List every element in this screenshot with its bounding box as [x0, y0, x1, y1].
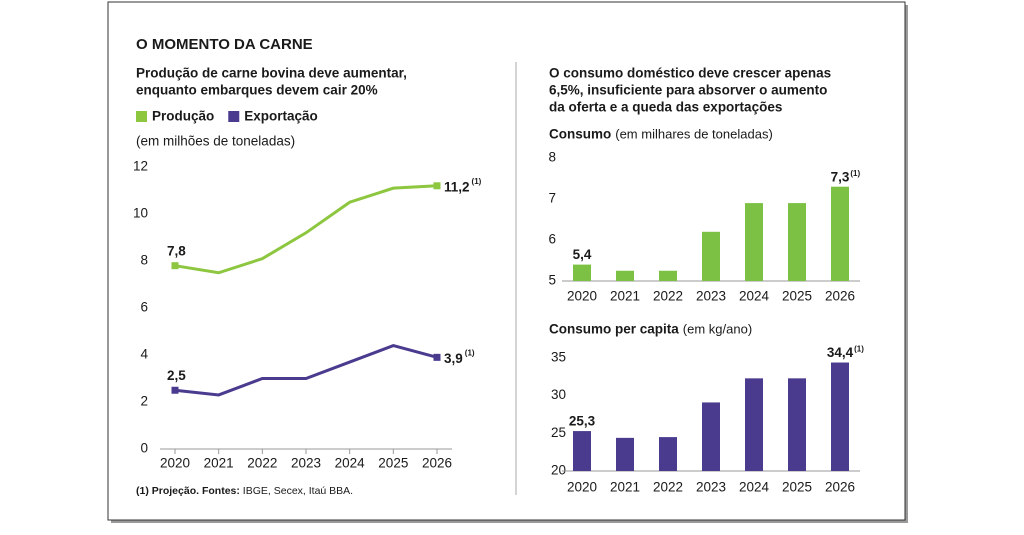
- y-tick-label: 25: [551, 425, 566, 440]
- y-tick-label: 7: [548, 191, 556, 206]
- x-tick-label: 2023: [696, 289, 726, 304]
- footnote: (1) Projeção. Fontes: IBGE, Secex, Itaú …: [136, 485, 353, 497]
- unit: (em milhões de toneladas): [136, 134, 295, 149]
- y-tick-label: 10: [133, 206, 148, 221]
- x-tick-label: 2020: [160, 456, 190, 471]
- y-tick-label: 6: [548, 232, 556, 247]
- data-label: 11,2: [444, 179, 470, 194]
- y-tick-label: 35: [551, 350, 566, 365]
- note-marker: (1): [854, 345, 864, 354]
- bar: [788, 378, 806, 471]
- x-tick-label: 2024: [739, 480, 770, 495]
- bar: [831, 362, 849, 471]
- subtitle: enquanto embarques devem cair 20%: [136, 83, 378, 98]
- sources: IBGE, Secex, Itaú BBA.: [243, 485, 353, 497]
- x-tick-label: 2024: [739, 289, 770, 304]
- legend-swatch: [228, 111, 240, 122]
- note-marker: (1): [472, 177, 482, 186]
- x-tick-label: 2022: [653, 289, 683, 304]
- right-heading: 6,5%, insuficiente para absorver o aumen…: [549, 83, 827, 98]
- bar: [573, 264, 591, 281]
- x-tick-label: 2026: [825, 289, 855, 304]
- data-label: 7,3: [831, 169, 850, 184]
- x-tick-label: 2025: [782, 480, 812, 495]
- unit: (em kg/ano): [683, 321, 752, 336]
- y-tick-label: 5: [548, 273, 556, 288]
- x-tick-label: 2024: [335, 456, 366, 471]
- data-label: 25,3: [569, 414, 596, 429]
- data-label: 2,5: [167, 368, 186, 383]
- bar: [745, 203, 763, 281]
- bar: [788, 203, 806, 281]
- bar: [702, 231, 720, 281]
- y-tick-label: 2: [140, 394, 148, 409]
- bar: [745, 378, 763, 471]
- right-heading: O consumo doméstico deve crescer apenas: [549, 66, 831, 81]
- chart-title: Consumo per capita: [549, 322, 679, 337]
- point: [171, 262, 179, 270]
- unit: (em milhares de toneladas): [615, 126, 773, 141]
- x-tick-label: 2021: [204, 456, 234, 471]
- point: [171, 386, 179, 394]
- chart-title: Consumo: [549, 127, 611, 142]
- legend-label: Exportação: [244, 109, 318, 124]
- x-tick-label: 2026: [422, 456, 452, 471]
- bar: [659, 437, 677, 471]
- data-label: 34,4: [827, 345, 854, 360]
- footnote-marker: (1) Projeção.: [136, 485, 199, 497]
- frame: [107, 1, 906, 521]
- x-tick-label: 2023: [696, 480, 726, 495]
- line: [174, 344, 438, 397]
- sources-label: Fontes:: [202, 485, 240, 497]
- x-tick-label: 2023: [291, 456, 321, 471]
- x-tick-label: 2021: [610, 480, 640, 495]
- y-tick-label: 30: [551, 387, 566, 402]
- x-tick-label: 2020: [567, 289, 597, 304]
- x-tick-label: 2025: [378, 456, 408, 471]
- y-tick-label: 6: [140, 300, 148, 315]
- x-tick-label: 2020: [567, 480, 597, 495]
- data-label: 3,9: [444, 351, 463, 366]
- point: [433, 182, 441, 190]
- x-tick-label: 2026: [825, 480, 855, 495]
- legend-swatch: [136, 111, 147, 122]
- data-label: 5,4: [573, 247, 592, 262]
- legend-label: Produção: [152, 109, 214, 124]
- subtitle: Produção de carne bovina deve aumentar,: [136, 66, 407, 81]
- bar: [659, 270, 677, 281]
- bar: [831, 186, 849, 281]
- line: [174, 184, 438, 275]
- right-heading: da oferta e a queda das exportações: [549, 100, 782, 115]
- x-tick-label: 2022: [247, 456, 277, 471]
- bar: [616, 437, 634, 471]
- x-tick-label: 2022: [653, 480, 683, 495]
- point: [433, 353, 441, 361]
- data-label: 7,8: [167, 243, 186, 258]
- title: O MOMENTO DA CARNE: [136, 36, 313, 53]
- y-tick-label: 20: [551, 463, 566, 478]
- note-marker: (1): [850, 169, 860, 178]
- bar: [616, 270, 634, 281]
- note-marker: (1): [465, 348, 475, 357]
- y-tick-label: 0: [140, 441, 148, 456]
- y-tick-label: 8: [140, 253, 148, 268]
- bar: [702, 402, 720, 471]
- x-tick-label: 2025: [782, 289, 812, 304]
- y-tick-label: 12: [133, 159, 148, 174]
- y-tick-label: 8: [548, 150, 556, 165]
- y-tick-label: 4: [140, 347, 148, 362]
- bar: [573, 431, 591, 471]
- x-tick-label: 2021: [610, 289, 640, 304]
